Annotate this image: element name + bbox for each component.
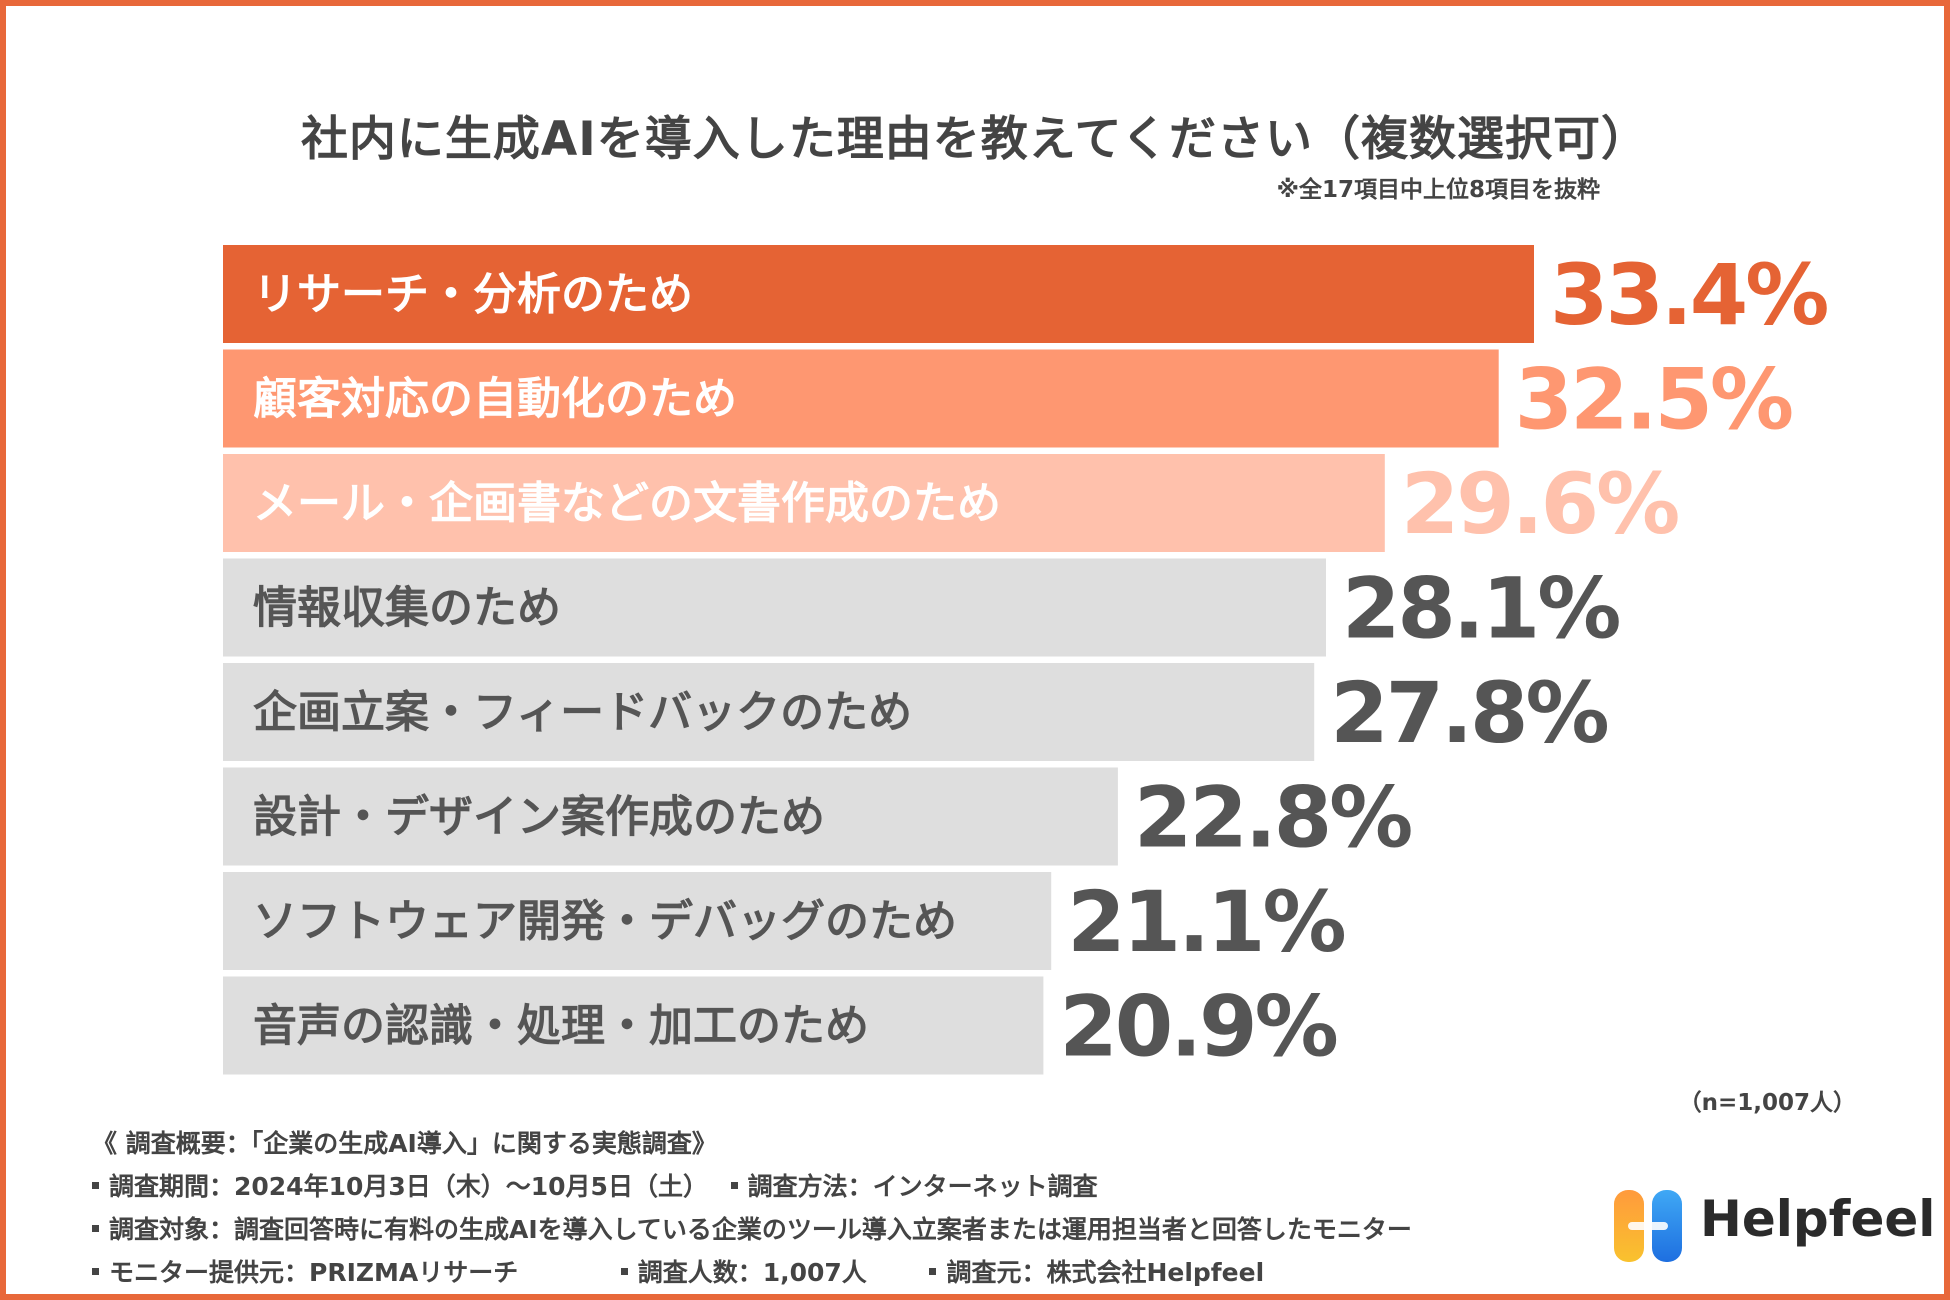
bar-2 [223,349,1499,448]
footer-provider-text: モニター提供元：PRIZMAリサーチ [109,1258,519,1287]
footer-count: 調査人数：1,007人 [620,1253,921,1289]
bar-value-label-3: 29.6% [1401,455,1678,553]
sample-size-note: （n=1,007人） [1678,1090,1856,1116]
bullet-icon [730,1181,738,1189]
bar-label-8: 音声の認識・処理・加工のため [253,1001,869,1052]
bar-label-5: 企画立案・フィードバックのため [253,687,912,738]
footer-provider: モニター提供元：PRIZMAリサーチ [92,1253,612,1289]
bar-value-label-2: 32.5% [1515,351,1792,449]
bar-label-1: リサーチ・分析のため [253,269,693,320]
footer-source-text: 調査元：株式会社Helpfeel [946,1258,1265,1287]
bar-7 [223,872,1052,970]
bar-6 [223,767,1118,866]
bar-8 [223,976,1044,1075]
chart-title: 社内に生成AIを導入した理由を教えてください（複数選択可） [300,112,1650,167]
footer-method: 調査方法：インターネット調査 [730,1167,1098,1203]
bullet-icon [620,1267,628,1275]
bar-4 [223,558,1326,657]
bar-value-label-1: 33.4% [1550,246,1827,344]
bar-value-label-7: 21.1% [1067,873,1344,971]
bar-label-2: 顧客対応の自動化のため [253,374,737,425]
footer-method-text: 調査方法：インターネット調査 [747,1172,1098,1201]
footer-target-text: 調査対象：調査回答時に有料の生成AIを導入している企業のツール導入立案者または運… [109,1215,1412,1244]
bar-value-label-6: 22.8% [1134,769,1411,867]
bullet-icon [92,1224,99,1232]
footer-row-2: 調査対象：調査回答時に有料の生成AIを導入している企業のツール導入立案者または運… [92,1210,1412,1246]
helpfeel-logo-text: Helpfeel [1700,1190,1936,1248]
footer-count-text: 調査人数：1,007人 [637,1258,867,1287]
footer-source: 調査元：株式会社Helpfeel [929,1253,1264,1289]
helpfeel-logo: Helpfeel [1608,1186,1935,1266]
helpfeel-logo-icon [1614,1190,1682,1262]
footer-heading: 《 調査概要：「企業の生成AI導入」に関する実態調査》 [92,1129,717,1158]
footer-period-text: 調査期間：2024年10月3日（木）〜10月5日（土） [109,1172,708,1201]
bar-value-label-8: 20.9% [1059,978,1336,1076]
footer-row-3: モニター提供元：PRIZMAリサーチ 調査人数：1,007人 調査元：株式会社H… [92,1253,1264,1289]
bar-label-4: 情報収集のため [253,583,561,634]
bullet-icon [92,1267,99,1275]
bar-label-3: メール・企画書などの文書作成のため [253,478,1001,529]
bar-label-6: 設計・デザイン案作成のため [253,792,825,843]
bar-value-label-4: 28.1% [1342,560,1619,658]
bar-3 [223,454,1385,552]
bar-1 [223,245,1534,343]
bullet-icon [92,1181,99,1189]
bar-value-label-5: 27.8% [1330,664,1607,762]
footer-row-1: 調査期間：2024年10月3日（木）〜10月5日（土） 調査方法：インターネット… [92,1167,1098,1203]
bar-label-7: ソフトウェア開発・デバッグのため [253,896,957,947]
bar-5 [223,663,1315,761]
footer-period: 調査期間：2024年10月3日（木）〜10月5日（土） [92,1167,708,1203]
chart-subtitle: ※全17項目中上位8項目を抜粋 [1276,177,1600,203]
bullet-icon [929,1267,937,1275]
